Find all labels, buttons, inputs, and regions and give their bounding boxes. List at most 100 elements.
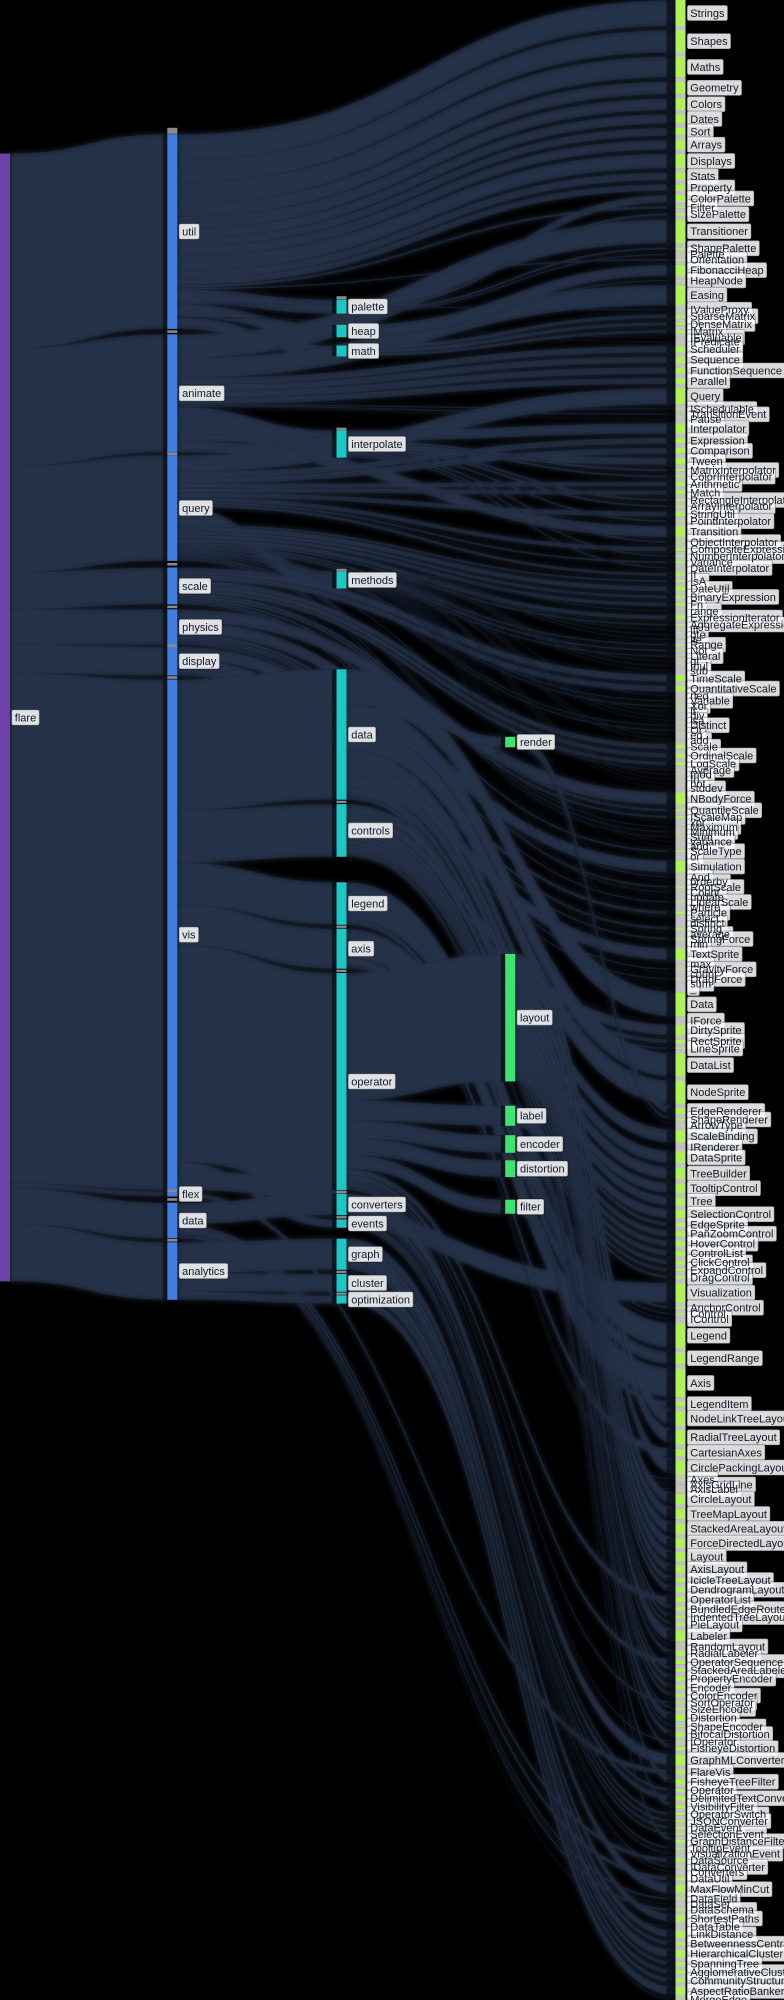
- svg-text:animate: animate: [182, 388, 221, 400]
- svg-text:Geometry: Geometry: [690, 83, 739, 95]
- svg-text:DelimitedTextConverter: DelimitedTextConverter: [690, 1793, 784, 1805]
- svg-text:Easing: Easing: [690, 290, 724, 302]
- svg-text:EdgeSprite: EdgeSprite: [690, 1220, 744, 1232]
- svg-text:ColorPalette: ColorPalette: [690, 193, 751, 205]
- svg-text:where: where: [689, 902, 720, 914]
- svg-text:Colors: Colors: [690, 99, 722, 111]
- svg-text:ShapeEncoder: ShapeEncoder: [690, 1721, 763, 1733]
- svg-text:CirclePackingLayout: CirclePackingLayout: [690, 1462, 784, 1474]
- svg-text:query: query: [182, 503, 210, 515]
- svg-text:SizeEncoder: SizeEncoder: [690, 1704, 753, 1716]
- svg-text:RadialTreeLayout: RadialTreeLayout: [690, 1432, 776, 1444]
- svg-text:Encoder: Encoder: [690, 1682, 731, 1694]
- svg-text:distinct: distinct: [690, 918, 724, 930]
- svg-text:flare: flare: [15, 712, 36, 724]
- svg-text:PanZoomControl: PanZoomControl: [690, 1229, 773, 1241]
- svg-text:render: render: [520, 737, 552, 749]
- svg-text:StackedAreaLayout: StackedAreaLayout: [690, 1524, 784, 1536]
- svg-text:events: events: [351, 1218, 384, 1230]
- svg-text:optimization: optimization: [351, 1294, 410, 1306]
- svg-text:BetweennessCentrality: BetweennessCentrality: [690, 1939, 784, 1951]
- svg-text:Simulation: Simulation: [690, 862, 741, 874]
- svg-text:TreeBuilder: TreeBuilder: [690, 1168, 747, 1180]
- svg-text:DataField: DataField: [690, 1894, 737, 1906]
- svg-text:IDataConverter: IDataConverter: [690, 1862, 765, 1874]
- svg-text:vis: vis: [182, 930, 196, 942]
- svg-text:Or: Or: [690, 725, 703, 737]
- svg-text:Arrays: Arrays: [690, 140, 722, 152]
- svg-text:LegendItem: LegendItem: [690, 1399, 748, 1411]
- svg-text:Transitioner: Transitioner: [690, 226, 748, 238]
- svg-text:DragControl: DragControl: [690, 1272, 749, 1284]
- svg-text:StackedAreaLabeler: StackedAreaLabeler: [690, 1665, 784, 1677]
- svg-text:Pause: Pause: [690, 414, 721, 426]
- svg-text:LegendRange: LegendRange: [690, 1353, 759, 1365]
- svg-text:Axis: Axis: [690, 1378, 711, 1390]
- svg-text:range: range: [690, 606, 718, 618]
- svg-text:physics: physics: [182, 622, 219, 634]
- svg-text:GraphDistanceFilter: GraphDistanceFilter: [690, 1836, 784, 1848]
- svg-text:SpanningTree: SpanningTree: [690, 1959, 759, 1971]
- svg-text:VisibilityFilter: VisibilityFilter: [690, 1802, 754, 1814]
- svg-text:ArrayInterpolator: ArrayInterpolator: [690, 501, 772, 513]
- svg-text:FunctionSequence: FunctionSequence: [690, 365, 782, 377]
- svg-text:CompositeExpression: CompositeExpression: [690, 544, 784, 556]
- svg-text:MaxFlowMinCut: MaxFlowMinCut: [690, 1884, 769, 1896]
- svg-text:PieLayout: PieLayout: [690, 1619, 739, 1631]
- svg-text:DataSchema: DataSchema: [690, 1905, 754, 1917]
- svg-text:distortion: distortion: [520, 1164, 565, 1176]
- svg-text:Expression: Expression: [690, 436, 744, 448]
- svg-text:BifocalDistortion: BifocalDistortion: [690, 1729, 769, 1741]
- svg-text:Particle: Particle: [690, 908, 727, 920]
- svg-text:Layout: Layout: [690, 1552, 723, 1564]
- svg-text:DenseMatrix: DenseMatrix: [690, 319, 752, 331]
- svg-text:AggregateExpression: AggregateExpression: [690, 619, 784, 631]
- svg-text:QuantitativeScale: QuantitativeScale: [690, 684, 776, 696]
- svg-text:GraphMLConverter: GraphMLConverter: [690, 1755, 784, 1767]
- svg-text:ScaleType: ScaleType: [690, 846, 741, 858]
- svg-text:OperatorSwitch: OperatorSwitch: [690, 1809, 766, 1821]
- svg-text:ExpressionIterator: ExpressionIterator: [690, 612, 780, 624]
- svg-text:FibonacciHeap: FibonacciHeap: [690, 265, 763, 277]
- svg-text:LineSprite: LineSprite: [690, 1043, 740, 1055]
- svg-text:xor: xor: [690, 817, 706, 829]
- svg-text:mod: mod: [690, 770, 711, 782]
- svg-text:Converters: Converters: [690, 1867, 744, 1879]
- svg-text:Fn: Fn: [690, 599, 703, 611]
- svg-text:update: update: [690, 892, 724, 904]
- svg-text:FisheyeDistortion: FisheyeDistortion: [690, 1743, 775, 1755]
- svg-text:min: min: [690, 939, 708, 951]
- svg-text:lt: lt: [690, 706, 696, 718]
- svg-text:lte: lte: [690, 634, 702, 646]
- svg-text:util: util: [182, 226, 196, 238]
- svg-text:Maximum: Maximum: [690, 822, 738, 834]
- svg-text:filter: filter: [520, 1202, 541, 1214]
- svg-text:gte: gte: [690, 630, 705, 642]
- svg-text:Xor: Xor: [690, 701, 707, 713]
- svg-text:select: select: [690, 914, 719, 926]
- svg-text:TransitionEvent: TransitionEvent: [690, 409, 766, 421]
- svg-text:IsA: IsA: [690, 576, 707, 588]
- svg-text:Labeler: Labeler: [690, 1631, 727, 1643]
- svg-text:add: add: [690, 735, 708, 747]
- svg-text:DataSource: DataSource: [690, 1855, 748, 1867]
- svg-text:Query: Query: [690, 391, 720, 403]
- svg-text:Shapes: Shapes: [690, 36, 728, 48]
- svg-text:IPredicate: IPredicate: [690, 337, 740, 349]
- svg-text:flex: flex: [182, 1189, 200, 1201]
- svg-text:IValueProxy: IValueProxy: [690, 305, 749, 317]
- svg-text:CartesianAxes: CartesianAxes: [690, 1447, 762, 1459]
- svg-text:TimeScale: TimeScale: [690, 673, 742, 685]
- svg-text:iff: iff: [690, 625, 699, 637]
- svg-text:FlareVis: FlareVis: [690, 1767, 731, 1779]
- svg-text:DateInterpolator: DateInterpolator: [690, 563, 769, 575]
- svg-text:converters: converters: [351, 1199, 403, 1211]
- svg-text:Variance: Variance: [690, 557, 733, 569]
- svg-text:Sequence: Sequence: [690, 355, 740, 367]
- svg-text:math: math: [351, 346, 375, 358]
- svg-text:legend: legend: [351, 898, 384, 910]
- svg-text:IEvaluable: IEvaluable: [690, 332, 741, 344]
- svg-text:AspectRatioBanker: AspectRatioBanker: [690, 1986, 784, 1998]
- svg-text:Variable: Variable: [690, 696, 730, 708]
- svg-text:Sort: Sort: [690, 127, 710, 139]
